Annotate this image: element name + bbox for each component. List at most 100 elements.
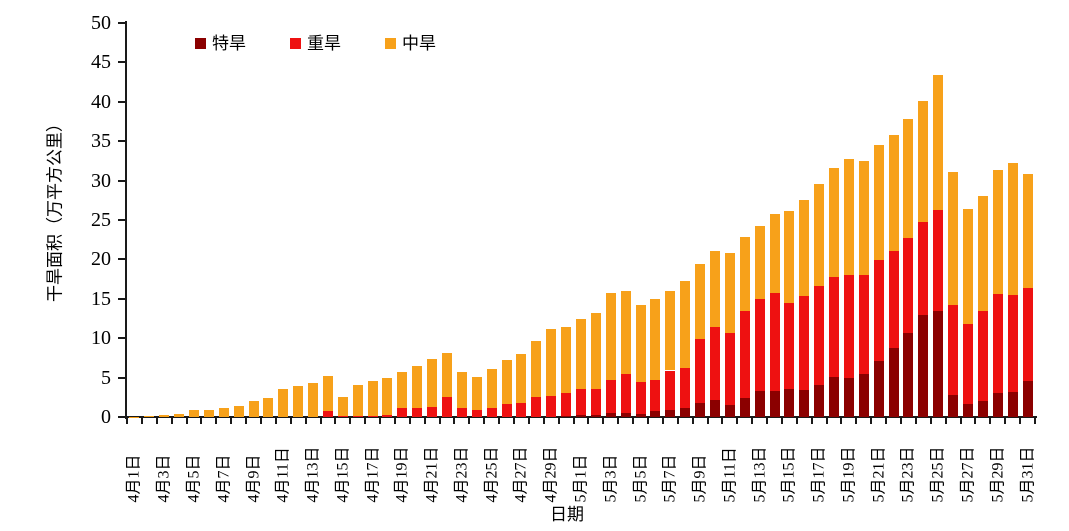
bar-segment-中旱	[412, 365, 423, 408]
x-tick-mark	[438, 418, 441, 424]
bar-segment-重旱	[322, 411, 333, 417]
bar-segment-中旱	[188, 410, 199, 417]
bar-segment-重旱	[680, 368, 691, 408]
bar-segment-中旱	[218, 407, 229, 417]
x-tick-mark	[155, 418, 158, 424]
x-tick-label: 4月3日	[155, 454, 173, 503]
bar-segment-特旱	[695, 402, 706, 417]
x-tick-mark	[274, 418, 277, 424]
bar-segment-中旱	[888, 134, 899, 251]
bar-segment-中旱	[769, 213, 780, 294]
legend-swatch-icon	[195, 38, 206, 49]
bar-segment-特旱	[992, 393, 1003, 417]
bar-segment-中旱	[278, 389, 289, 417]
legend-label: 重旱	[307, 34, 341, 53]
x-tick-mark	[691, 418, 694, 424]
bar-segment-特旱	[739, 398, 750, 417]
x-tick-label: 5月9日	[691, 454, 709, 503]
bar-segment-中旱	[516, 353, 527, 403]
bar-segment-特旱	[963, 404, 974, 417]
bar-segment-中旱	[486, 368, 497, 408]
bar-segment-中旱	[203, 409, 214, 417]
x-tick-label: 5月23日	[899, 446, 917, 503]
bar-segment-重旱	[367, 415, 378, 417]
x-tick-mark	[230, 418, 233, 424]
bar-segment-重旱	[1007, 294, 1018, 392]
x-tick-label: 5月25日	[929, 446, 947, 503]
x-tick-mark	[632, 418, 635, 424]
bar-segment-中旱	[665, 290, 676, 371]
bar-segment-中旱	[784, 211, 795, 303]
x-tick-label: 4月21日	[423, 446, 441, 503]
x-tick-label: 5月7日	[661, 454, 679, 503]
x-tick-mark	[602, 418, 605, 424]
x-tick-mark	[200, 418, 203, 424]
x-tick-label: 5月27日	[959, 446, 977, 503]
x-tick-mark	[1034, 418, 1036, 424]
bar-segment-重旱	[442, 396, 453, 417]
bar-segment-中旱	[233, 405, 244, 417]
bar-segment-中旱	[814, 183, 825, 287]
x-tick-mark	[379, 418, 382, 424]
x-tick-label: 5月15日	[780, 446, 798, 503]
bar-segment-特旱	[635, 413, 646, 417]
bar-segment-中旱	[174, 413, 185, 417]
x-tick-mark	[215, 418, 218, 424]
bar-segment-中旱	[680, 281, 691, 369]
bar-segment-中旱	[352, 384, 363, 417]
bar-segment-特旱	[754, 390, 765, 417]
y-tick-label: 15	[91, 287, 111, 310]
bar-segment-特旱	[858, 373, 869, 417]
legend-label: 中旱	[402, 34, 436, 53]
bar-segment-中旱	[248, 401, 259, 417]
x-tick-mark	[840, 418, 843, 424]
x-tick-mark	[542, 418, 545, 424]
bar-segment-重旱	[843, 275, 854, 379]
bar-segment-特旱	[784, 389, 795, 417]
x-tick-mark	[780, 418, 783, 424]
bar-segment-重旱	[695, 338, 706, 403]
x-tick-mark	[661, 418, 664, 424]
bar-segment-中旱	[977, 195, 988, 311]
y-tick-mark	[118, 22, 125, 24]
x-tick-mark	[483, 418, 486, 424]
bar-segment-中旱	[263, 398, 274, 417]
bar-segment-中旱	[337, 396, 348, 416]
x-tick-mark	[795, 418, 798, 424]
x-tick-label: 5月21日	[870, 446, 888, 503]
x-tick-label: 4月9日	[245, 454, 263, 503]
y-tick-mark	[118, 140, 125, 143]
x-tick-mark	[334, 418, 337, 424]
x-tick-label: 4月15日	[334, 446, 352, 503]
bar-segment-中旱	[739, 237, 750, 311]
bar-segment-特旱	[977, 401, 988, 417]
y-tick-label: 5	[101, 366, 111, 389]
x-tick-label: 5月11日	[721, 447, 739, 503]
x-axis-line	[125, 416, 1037, 418]
bar-segment-特旱	[799, 390, 810, 417]
bar-segment-中旱	[948, 171, 959, 306]
bar-segment-中旱	[635, 305, 646, 382]
x-tick-mark	[572, 418, 575, 424]
bar-segment-重旱	[337, 415, 348, 417]
bar-segment-中旱	[561, 327, 572, 393]
x-tick-mark	[929, 418, 932, 424]
y-tick-label: 40	[91, 90, 111, 113]
bar-segment-特旱	[948, 394, 959, 417]
x-tick-label: 4月25日	[483, 446, 501, 503]
bar-segment-中旱	[471, 376, 482, 410]
x-tick-mark	[423, 418, 426, 424]
x-tick-mark	[974, 418, 977, 424]
x-tick-mark	[408, 418, 411, 424]
bar-segment-重旱	[427, 406, 438, 417]
x-tick-mark	[959, 418, 962, 424]
y-tick-mark	[118, 376, 125, 379]
bar-segment-重旱	[769, 293, 780, 391]
bar-segment-重旱	[561, 392, 572, 417]
x-tick-mark	[751, 418, 754, 424]
y-tick-label: 0	[101, 406, 111, 428]
bar-segment-重旱	[456, 407, 467, 417]
bar-segment-特旱	[873, 361, 884, 417]
x-tick-mark	[364, 418, 367, 424]
bar-segment-特旱	[576, 415, 586, 417]
